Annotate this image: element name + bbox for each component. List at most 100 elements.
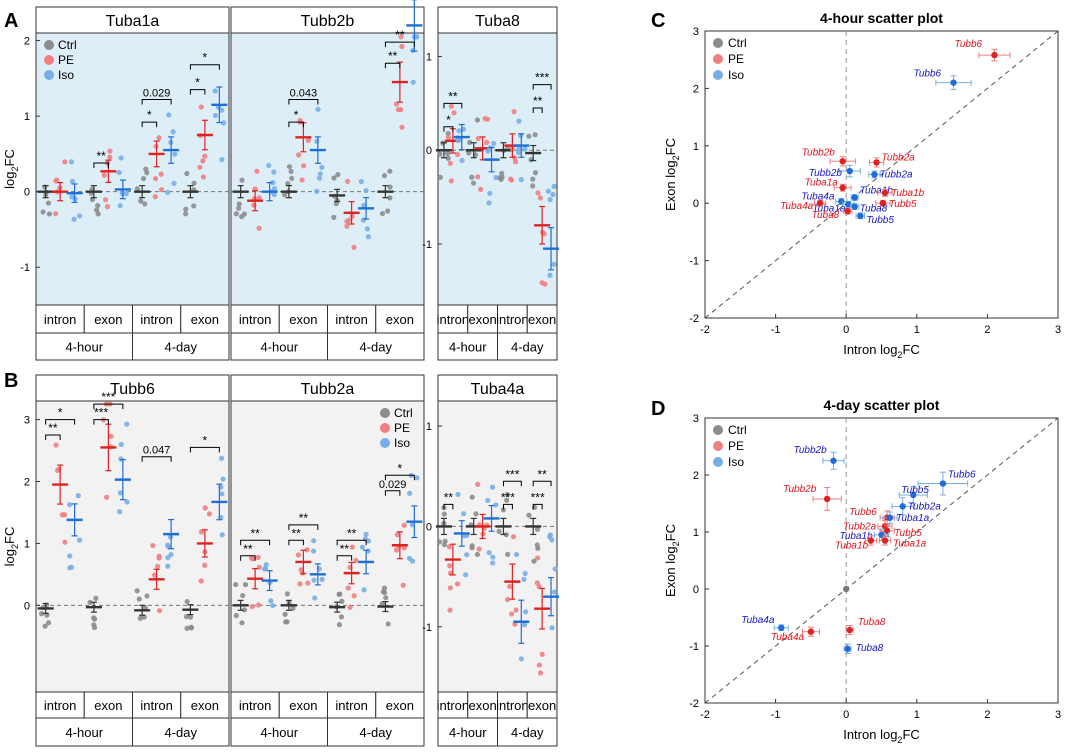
- data-point-pe: [198, 529, 204, 535]
- data-point-ctrl: [184, 170, 190, 177]
- data-point-ctrl: [239, 620, 245, 626]
- scatter-point-ctrl: [843, 585, 850, 593]
- data-point-ctrl: [242, 582, 249, 588]
- data-point-ctrl: [445, 130, 451, 137]
- data-point-ctrl: [336, 591, 342, 597]
- scatter-point-label: Tubb5: [901, 485, 929, 496]
- data-point-pe: [393, 101, 400, 107]
- sub-label: exon: [94, 312, 122, 327]
- time-label: 4-hour: [449, 340, 487, 355]
- data-point-iso: [359, 544, 366, 550]
- significance-label: **: [347, 526, 357, 540]
- time-label-box: [497, 717, 558, 747]
- plot-area: [35, 400, 230, 693]
- y-axis-label-suffix: FC: [2, 149, 17, 166]
- group-title-box: [35, 374, 230, 402]
- data-point-ctrl: [441, 542, 447, 548]
- data-point-iso: [361, 587, 367, 593]
- time-label: 4-day: [359, 725, 392, 740]
- data-point-iso: [490, 554, 496, 560]
- significance-label: 0.043: [290, 87, 318, 99]
- data-point-iso: [316, 175, 323, 181]
- significance-bracket: [336, 539, 367, 546]
- data-point-pe: [104, 494, 110, 500]
- data-point-iso: [219, 491, 225, 497]
- significance-bracket: [384, 490, 401, 496]
- y-axis-label-suffix: FC: [663, 524, 678, 541]
- data-point-ctrl: [282, 192, 288, 198]
- scatter-point-pe: [844, 208, 851, 215]
- data-point-ctrl: [534, 526, 541, 532]
- significance-bracket: [93, 419, 109, 425]
- data-point-ctrl: [142, 201, 148, 207]
- data-point-pe: [507, 583, 513, 590]
- data-point-ctrl: [387, 168, 393, 174]
- data-point-iso: [314, 188, 320, 194]
- data-point-ctrl: [474, 551, 481, 558]
- data-point-pe: [537, 195, 543, 201]
- y-axis-label-sub: 2: [671, 155, 681, 160]
- data-point-iso: [266, 162, 272, 169]
- sub-label: intron: [140, 698, 173, 713]
- sub-label-box: [83, 304, 133, 334]
- sub-label-box: [35, 304, 85, 334]
- x-tick-label: 3: [1055, 709, 1061, 721]
- data-point-pe: [349, 544, 355, 550]
- x-tick-label: -2: [700, 709, 710, 721]
- significance-bracket: [502, 503, 513, 510]
- y-axis-label: Exon log2FC: [663, 138, 681, 211]
- scatter-title: 4-hour scatter plot: [820, 10, 943, 26]
- data-point-iso: [116, 169, 122, 176]
- data-point-iso: [271, 186, 278, 192]
- scatter-point-pe: [846, 626, 853, 634]
- time-label-box: [230, 332, 328, 361]
- data-point-ctrl: [95, 211, 101, 217]
- sub-label: exon: [289, 698, 317, 713]
- scatter-point-label: Tuba8: [860, 204, 888, 215]
- data-point-ctrl: [233, 211, 239, 217]
- data-point-iso: [485, 497, 491, 504]
- sub-label-box: [375, 691, 425, 719]
- data-point-pe: [202, 153, 208, 159]
- sub-label: exon: [528, 312, 556, 327]
- data-point-iso: [521, 622, 528, 628]
- data-point-pe: [54, 177, 60, 183]
- data-point-pe: [510, 534, 517, 540]
- scatter-point-label: Tuba4a: [771, 632, 805, 643]
- significance-label: **: [444, 490, 454, 504]
- data-point-ctrl: [285, 181, 291, 187]
- data-point-iso: [118, 441, 124, 448]
- sub-label-box: [327, 304, 377, 334]
- data-point-pe: [108, 433, 114, 439]
- data-point-pe: [447, 607, 453, 613]
- data-point-ctrl: [473, 511, 479, 517]
- scatter-point-label: Tubb6: [914, 69, 942, 80]
- group-title: Tuba8: [475, 13, 520, 30]
- data-point-iso: [165, 189, 171, 195]
- legend-label-iso: Iso: [394, 436, 410, 450]
- data-point-iso: [118, 155, 124, 161]
- data-point-pe: [398, 34, 404, 40]
- y-tick-label: 0: [426, 521, 432, 533]
- sub-label: exon: [191, 698, 219, 713]
- identity-line: [704, 417, 1059, 704]
- data-point-pe: [156, 608, 163, 614]
- data-point-iso: [219, 532, 225, 538]
- data-point-ctrl: [282, 611, 288, 617]
- time-label-box: [497, 332, 558, 361]
- data-point-pe: [508, 177, 515, 183]
- data-point-iso: [485, 148, 491, 154]
- data-point-ctrl: [469, 494, 475, 500]
- x-tick-label: -1: [771, 709, 781, 721]
- data-point-iso: [124, 499, 130, 505]
- data-point-pe: [197, 164, 203, 170]
- scatter-point-label: Tubb2b: [802, 147, 836, 158]
- scatter-point-pe: [839, 158, 846, 165]
- significance-label: **: [243, 542, 253, 556]
- data-point-pe: [345, 178, 351, 184]
- data-point-pe: [256, 225, 262, 231]
- y-tick-label: 1: [24, 538, 30, 550]
- data-point-iso: [168, 552, 174, 558]
